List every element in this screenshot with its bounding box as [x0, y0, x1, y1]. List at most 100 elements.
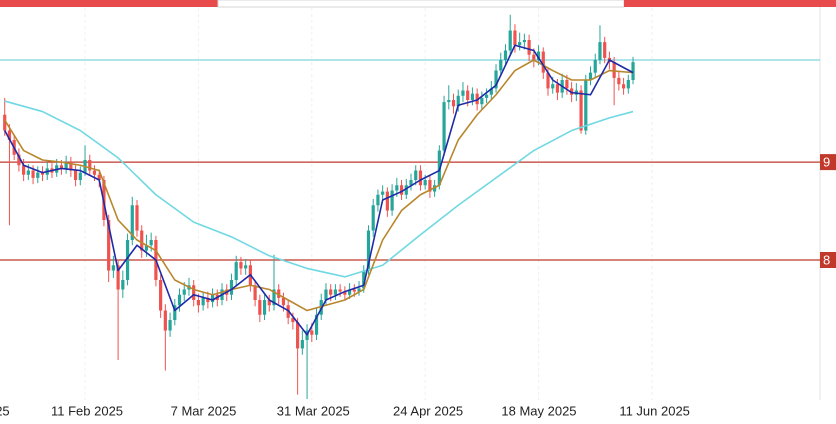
candle-body: [40, 172, 45, 175]
candle-body: [357, 288, 361, 292]
moving-average-line: [4, 100, 634, 278]
candle-body: [69, 162, 73, 171]
candle-body: [239, 262, 243, 269]
candle-body: [522, 40, 526, 43]
candle-body: [343, 291, 347, 295]
candle-body: [310, 330, 314, 335]
candle-body: [59, 165, 64, 169]
candle-body: [31, 170, 35, 178]
candle-body: [149, 240, 153, 246]
candle-body: [262, 300, 267, 315]
candle-body: [140, 230, 144, 251]
candle-body: [116, 265, 120, 290]
candle-body: [107, 220, 111, 271]
level-label-box: [820, 154, 836, 171]
header-bar-right: [624, 0, 836, 7]
candle-body: [617, 77, 621, 85]
candle-body: [97, 174, 101, 180]
labels: 25 11 Feb 2025 7 Mar 2025 31 Mar 2025 24 Apr…: [0, 154, 836, 418]
candle-body: [536, 51, 541, 60]
candle-body: [234, 262, 238, 280]
candle-body: [3, 114, 7, 131]
candle-body: [418, 170, 423, 186]
candle-body: [621, 84, 626, 89]
candle-body: [338, 289, 342, 292]
candle-body: [579, 90, 583, 131]
level-label: 8: [823, 252, 830, 267]
candle-body: [565, 80, 569, 89]
candle-body: [475, 93, 479, 105]
candle-body: [206, 297, 210, 303]
x-tick-label: 7 Mar 2025: [171, 403, 237, 418]
candle-body: [470, 93, 475, 100]
candle-body: [244, 265, 248, 269]
candle-body: [508, 30, 512, 51]
candle-body: [395, 185, 399, 191]
candle-body: [442, 102, 446, 151]
candle-body: [570, 88, 574, 95]
candle-body: [362, 270, 366, 289]
candle-body: [36, 172, 40, 178]
candle-body: [144, 245, 149, 251]
candle-body: [329, 289, 333, 295]
candle-body: [201, 297, 205, 306]
levels: [0, 59, 820, 261]
x-tick-label: 11 Jun 2025: [619, 403, 690, 418]
candle-body: [503, 50, 508, 60]
candle-body: [631, 62, 635, 80]
candle-body: [404, 185, 408, 195]
candle-body: [272, 289, 276, 306]
candle-body: [347, 289, 352, 295]
candle-body: [603, 42, 607, 58]
candle-body: [598, 42, 602, 60]
candle-body: [258, 300, 262, 315]
candle-body: [480, 97, 484, 105]
candle-body: [73, 170, 78, 180]
candle-body: [64, 162, 68, 169]
candle-body: [267, 300, 271, 306]
candle-body: [551, 84, 555, 89]
candle-body: [291, 317, 295, 323]
candle-body: [26, 170, 30, 175]
candle-body: [210, 294, 215, 303]
candle-body: [484, 94, 489, 98]
candle-body: [78, 172, 82, 180]
candle-body: [314, 314, 319, 335]
candle-body: [182, 289, 186, 295]
candle-body: [428, 180, 432, 192]
candle-body: [555, 84, 560, 93]
candle-body: [461, 90, 465, 96]
candle-body: [111, 265, 115, 271]
candle-body: [447, 100, 451, 103]
candle-body: [399, 185, 404, 195]
candle-body: [324, 289, 328, 300]
level-label-box: [820, 252, 836, 268]
candle-body: [281, 297, 286, 306]
candle-body: [626, 80, 630, 89]
candle-body: [277, 289, 281, 298]
candle-body: [125, 240, 130, 280]
candle-body: [527, 40, 531, 55]
moving-average-line: [4, 44, 634, 336]
candle-body: [584, 80, 588, 131]
x-tick-label: 25: [0, 403, 10, 418]
candle-body: [409, 180, 413, 186]
moving-average-line: [4, 59, 634, 312]
candle-body: [489, 88, 493, 95]
candle-body: [173, 305, 177, 320]
candle-body: [92, 170, 97, 175]
candle-body: [159, 280, 163, 311]
candle-body: [121, 280, 125, 290]
candle-body: [7, 130, 12, 140]
candle-body: [296, 322, 300, 349]
candle-body: [546, 72, 550, 89]
x-tick-label: 31 Mar 2025: [277, 403, 350, 418]
candle-body: [366, 230, 371, 271]
header-bar-left: [0, 0, 218, 7]
candle-body: [229, 280, 234, 295]
candle-body: [135, 205, 139, 231]
candle-body: [192, 285, 196, 300]
